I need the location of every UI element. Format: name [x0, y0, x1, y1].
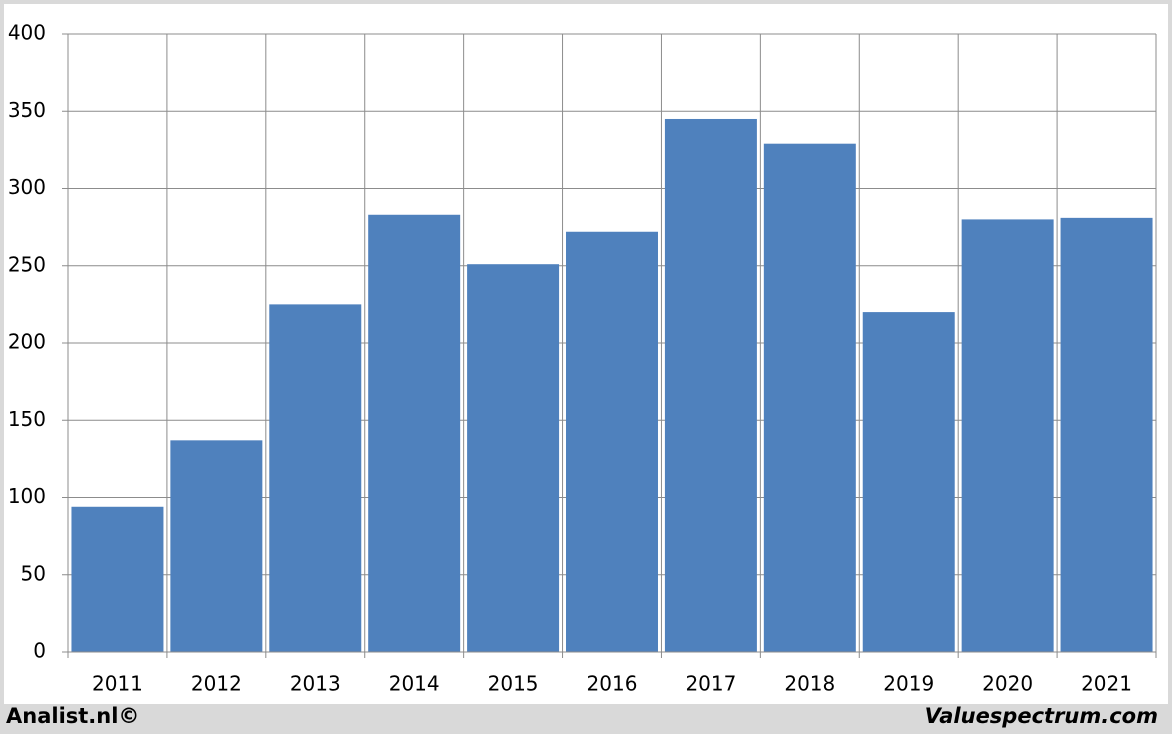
x-tick-label: 2014: [389, 672, 440, 696]
x-tick-label: 2017: [685, 672, 736, 696]
y-tick-label: 400: [8, 21, 46, 45]
x-tick-label: 2012: [191, 672, 242, 696]
bar: [269, 304, 362, 652]
y-tick-label: 50: [21, 561, 46, 585]
bar: [961, 219, 1054, 652]
bar: [566, 231, 658, 652]
x-tick-label: 2011: [92, 672, 143, 696]
bar: [763, 143, 856, 652]
bar: [170, 440, 263, 652]
y-tick-label: 300: [8, 175, 46, 199]
x-tick-label: 2016: [587, 672, 638, 696]
bar: [862, 312, 955, 652]
y-tick-label: 200: [8, 330, 46, 354]
y-tick-label: 100: [8, 484, 46, 508]
bar: [368, 214, 461, 652]
footer-right: Valuespectrum.com: [925, 704, 1158, 728]
y-tick-label: 250: [8, 252, 46, 276]
x-tick-label: 2013: [290, 672, 341, 696]
y-tick-label: 150: [8, 407, 46, 431]
bar: [71, 506, 164, 652]
bar: [1060, 217, 1153, 653]
bar: [664, 118, 757, 653]
x-tick-label: 2020: [982, 672, 1033, 696]
footer-left: Analist.nl©: [6, 704, 139, 728]
y-tick-label: 350: [8, 98, 46, 122]
y-tick-label: 0: [33, 639, 46, 663]
bar: [467, 264, 560, 652]
x-tick-label: 2015: [488, 672, 539, 696]
x-tick-label: 2021: [1081, 672, 1132, 696]
x-tick-label: 2019: [883, 672, 934, 696]
x-tick-label: 2018: [784, 672, 835, 696]
